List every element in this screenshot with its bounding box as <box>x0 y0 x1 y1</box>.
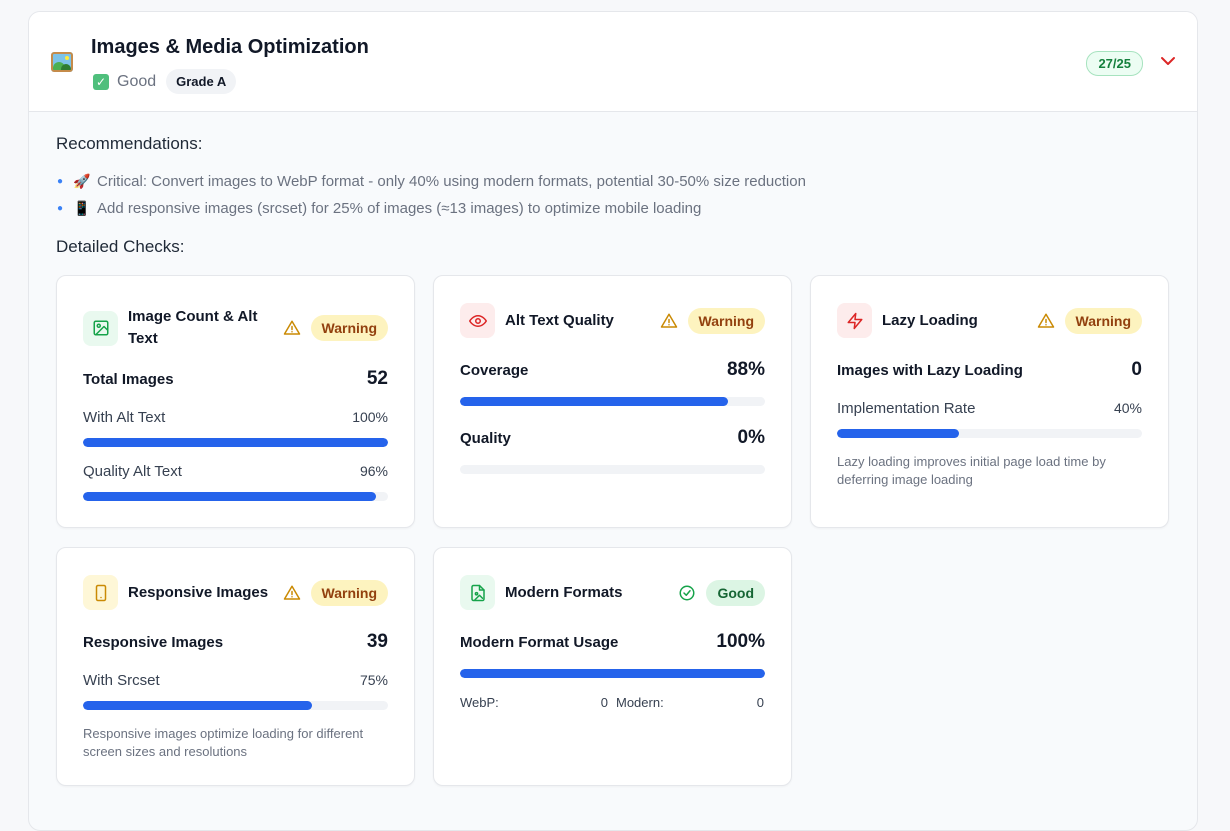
status-row: ✓ Good Grade A <box>93 69 237 94</box>
modern-usage-bar <box>460 669 765 678</box>
quality-value: 0% <box>737 427 765 448</box>
lazy-count-label: Images with Lazy Loading <box>837 362 1023 379</box>
smartphone-icon <box>83 575 118 610</box>
grade-badge: Grade A <box>166 69 237 94</box>
image-icon <box>83 310 118 346</box>
recommendation-text: Add responsive images (srcset) for 25% o… <box>97 200 702 217</box>
card-title: Responsive Images <box>128 583 269 601</box>
card-title: Lazy Loading <box>882 311 978 329</box>
quality-alt-label: Quality Alt Text <box>83 463 182 480</box>
recommendations-list: ● 🚀 Critical: Convert images to WebP for… <box>57 168 806 222</box>
warning-icon <box>283 320 300 335</box>
rocket-icon: 🚀 <box>73 173 91 189</box>
modern-formats-card: Modern Formats Good Modern Format Usage … <box>433 547 792 786</box>
list-item: ● 🚀 Critical: Convert images to WebP for… <box>57 173 806 190</box>
responsive-note: Responsive images optimize loading for d… <box>83 726 364 759</box>
status-badge: Warning <box>687 307 765 334</box>
mobile-phone-icon: 📱 <box>73 200 91 216</box>
responsive-count-value: 39 <box>366 631 388 652</box>
total-images-value: 52 <box>366 368 388 389</box>
list-item: ● 📱 Add responsive images (srcset) for 2… <box>57 200 702 217</box>
status-text: Good <box>117 72 157 90</box>
quality-bar <box>460 465 765 474</box>
warning-icon <box>283 585 300 600</box>
implementation-rate-value: 40% <box>1113 400 1142 416</box>
modern-usage-label: Modern Format Usage <box>460 634 619 651</box>
lazy-loading-card: Lazy Loading Warning Images with Lazy Lo… <box>810 275 1169 528</box>
implementation-rate-label: Implementation Rate <box>837 400 976 417</box>
alt-text-value: 100% <box>352 409 388 425</box>
modern-usage-value: 100% <box>716 631 765 652</box>
coverage-bar <box>460 397 765 406</box>
framed-picture-icon <box>51 52 73 72</box>
implementation-rate-bar <box>837 429 1142 438</box>
quality-label: Quality <box>460 430 511 447</box>
card-title: Image Count & Alt Text <box>128 308 258 347</box>
quality-alt-bar <box>83 492 388 501</box>
score-badge: 27/25 <box>1086 51 1143 76</box>
status-badge: Warning <box>310 579 388 606</box>
modern-value: 0 <box>756 695 764 710</box>
check-mark-icon: ✓ <box>93 73 109 90</box>
chevron-down-icon[interactable] <box>1159 54 1177 68</box>
coverage-value: 88% <box>726 359 765 380</box>
card-title: Alt Text Quality <box>505 311 614 329</box>
panel-header[interactable]: Images & Media Optimization ✓ Good Grade… <box>29 12 1197 112</box>
recommendation-text: Critical: Convert images to WebP format … <box>97 173 806 190</box>
images-media-panel: Images & Media Optimization ✓ Good Grade… <box>28 11 1198 831</box>
status-badge: Warning <box>1064 307 1142 334</box>
image-file-icon <box>460 575 495 610</box>
warning-icon <box>1037 313 1054 328</box>
check-circle-icon <box>679 585 695 600</box>
modern-label: Modern: <box>616 695 664 710</box>
srcset-value: 75% <box>359 672 388 688</box>
format-counts: WebP: 0 Modern: 0 <box>460 695 765 710</box>
responsive-count-label: Responsive Images <box>83 634 224 651</box>
status-badge: Warning <box>310 315 388 341</box>
srcset-bar <box>83 701 388 710</box>
total-images-label: Total Images <box>83 371 174 388</box>
detailed-checks-heading: Detailed Checks: <box>56 237 185 256</box>
lazy-count-value: 0 <box>1131 359 1142 380</box>
webp-label: WebP: <box>460 695 499 710</box>
lazy-loading-note: Lazy loading improves initial page load … <box>837 454 1106 487</box>
alt-text-label: With Alt Text <box>83 409 166 426</box>
srcset-label: With Srcset <box>83 672 160 689</box>
eye-icon <box>460 303 495 338</box>
panel-title: Images & Media Optimization <box>91 36 369 58</box>
coverage-label: Coverage <box>460 362 529 379</box>
warning-icon <box>660 313 677 328</box>
alt-text-bar <box>83 438 388 447</box>
alt-text-quality-card: Alt Text Quality Warning Coverage 88% Qu… <box>433 275 792 528</box>
quality-alt-value: 96% <box>359 463 388 479</box>
recommendations-heading: Recommendations: <box>56 134 203 153</box>
responsive-images-card: Responsive Images Warning Responsive Ima… <box>56 547 415 786</box>
image-count-card: Image Count & Alt Text Warning Total Ima… <box>56 275 415 528</box>
webp-value: 0 <box>600 695 608 710</box>
card-title: Modern Formats <box>505 583 623 601</box>
lightning-icon <box>837 303 872 338</box>
status-badge: Good <box>706 579 765 606</box>
